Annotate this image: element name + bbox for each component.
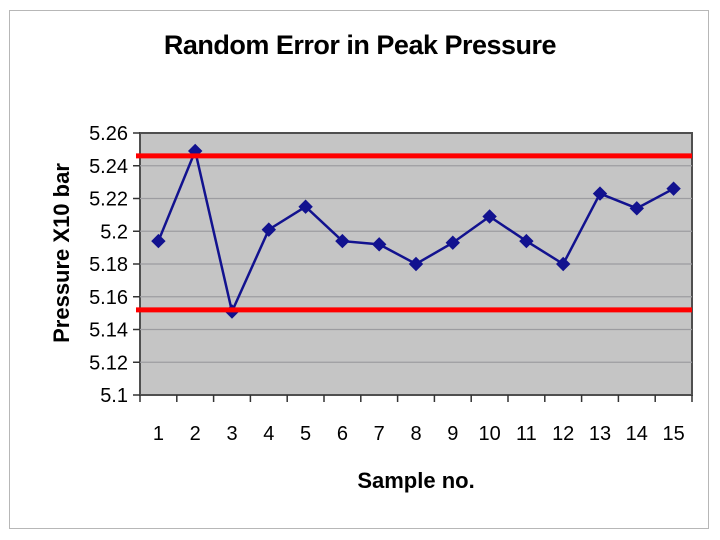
x-tick-label: 11	[516, 423, 537, 445]
data-point	[666, 181, 681, 196]
x-tick-label: 12	[552, 423, 574, 445]
chart-title: Random Error in Peak Pressure	[163, 30, 557, 60]
x-axis-title: Sample no.	[357, 468, 475, 493]
data-point	[151, 233, 166, 249]
x-tick-label: 2	[190, 423, 201, 445]
x-tick-label: 10	[478, 423, 500, 445]
x-tick-label: 4	[263, 423, 274, 445]
y-tick-label: 5.14	[89, 320, 128, 342]
data-point	[298, 199, 313, 214]
x-tick-label: 9	[447, 423, 458, 445]
y-tick-label: 5.22	[89, 189, 128, 211]
y-tick-label: 5.1	[100, 385, 128, 407]
x-tick-label: 6	[337, 423, 348, 445]
y-tick-label: 5.18	[89, 254, 128, 276]
x-tick-label: 7	[374, 423, 385, 445]
data-point	[519, 233, 534, 249]
data-point	[445, 235, 461, 250]
y-tick-label: 5.16	[89, 287, 128, 309]
x-tick-label: 13	[589, 423, 611, 445]
y-tick-label: 5.26	[89, 123, 128, 145]
data-point	[482, 209, 497, 224]
x-tick-label: 1	[153, 423, 164, 445]
x-tick-label: 3	[226, 423, 237, 445]
data-point	[261, 222, 277, 237]
y-tick-label: 5.12	[89, 352, 128, 374]
y-tick-label: 5.24	[89, 156, 128, 178]
data-point	[371, 237, 387, 252]
data-point	[555, 256, 571, 272]
data-point	[408, 256, 424, 272]
x-tick-label: 5	[300, 423, 311, 445]
data-point	[592, 186, 608, 201]
x-tick-label: 8	[410, 423, 421, 445]
data-point	[335, 233, 350, 249]
x-tick-label: 14	[626, 423, 648, 445]
y-tick-label: 5.2	[100, 221, 128, 243]
data-point	[629, 201, 645, 216]
x-tick-label: 15	[662, 423, 684, 445]
